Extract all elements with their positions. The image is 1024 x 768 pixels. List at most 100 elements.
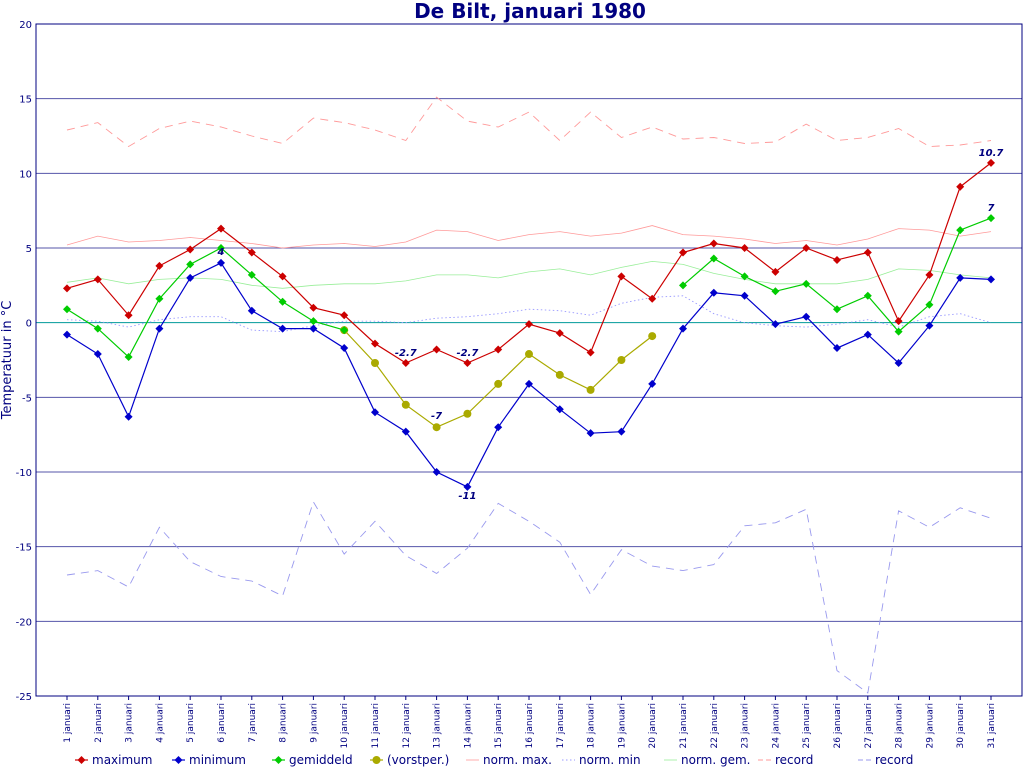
data-point (617, 427, 626, 436)
x-tick-label: 2 januari (94, 703, 104, 743)
data-point (679, 324, 687, 333)
data-point (679, 281, 687, 290)
data-point (925, 270, 934, 279)
data-point (371, 358, 379, 367)
x-tick-label: 29 januari (925, 703, 935, 748)
data-point (494, 379, 503, 388)
series-line (66, 247, 345, 358)
legend-label: norm. gem. (681, 753, 751, 767)
data-point (340, 344, 349, 353)
legend-swatch-marker (77, 756, 86, 764)
data-point (432, 423, 441, 432)
legend-item: gemiddeld (272, 753, 353, 767)
series-line (66, 295, 992, 333)
data-label: -11 (458, 491, 476, 502)
x-tick-label: 15 januari (494, 703, 504, 748)
legend-label: record (875, 753, 913, 767)
data-point (956, 273, 965, 282)
y-tick-label: -15 (16, 543, 32, 554)
series-group (63, 96, 995, 694)
data-point (93, 324, 102, 333)
x-tick-label: 10 januari (340, 703, 350, 748)
data-point (278, 272, 287, 281)
data-point (771, 267, 780, 276)
x-tick-label: 5 januari (186, 703, 196, 743)
legend-item: record (858, 753, 913, 767)
data-point (555, 370, 564, 379)
series-norm-max (66, 225, 992, 249)
data-point (155, 261, 164, 270)
data-point (956, 226, 965, 235)
legend: maximum minimum gemiddeld (vorstper.) norm. … (75, 753, 913, 767)
data-point (740, 291, 749, 300)
series-line (66, 96, 992, 148)
data-point (217, 258, 225, 267)
data-point (555, 329, 564, 338)
data-label: 4 (217, 247, 225, 258)
x-tick-label: 20 januari (648, 703, 658, 748)
y-tick-label: -20 (16, 617, 32, 628)
data-point (586, 429, 595, 438)
data-point (956, 182, 965, 191)
data-point (401, 427, 410, 436)
legend-item: norm. gem. (664, 753, 751, 767)
data-point (525, 320, 533, 329)
data-point (894, 358, 903, 367)
data-point (525, 379, 533, 388)
legend-item: record (758, 753, 813, 767)
x-tick-label: 4 januari (155, 703, 165, 743)
x-tick-label: 23 januari (741, 703, 751, 748)
x-tick-label: 24 januari (771, 703, 781, 748)
x-tick-label: 6 januari (217, 703, 227, 743)
data-point (247, 306, 256, 315)
data-point (802, 244, 811, 252)
data-point (247, 248, 256, 257)
data-labels: -2.7 -2.7 10.7 4 -11 -7 7 (217, 148, 1004, 502)
data-point (217, 244, 225, 252)
data-point (278, 297, 287, 306)
data-point (186, 260, 195, 269)
data-point (833, 255, 841, 264)
data-point (863, 330, 872, 339)
data-point (987, 158, 995, 167)
y-tick-label: 0 (26, 319, 32, 330)
data-label: -7 (431, 411, 442, 422)
data-point (802, 312, 811, 321)
data-point (217, 224, 225, 233)
series-line (66, 500, 992, 694)
data-point (186, 245, 195, 254)
x-tick-label: 25 januari (802, 703, 812, 748)
x-tick-label: 7 januari (248, 703, 258, 743)
data-point (863, 291, 872, 300)
data-point (494, 345, 503, 354)
data-point (617, 356, 626, 364)
data-point (124, 412, 133, 421)
data-point (432, 345, 441, 354)
data-point (648, 332, 657, 341)
data-point (863, 248, 872, 257)
data-label: -2.7 (456, 348, 478, 359)
y-tick-label: 5 (26, 244, 32, 255)
data-point (494, 423, 503, 432)
series-maximum (63, 158, 995, 367)
data-point (679, 248, 687, 257)
y-tick-label: 15 (19, 95, 32, 106)
legend-item: minimum (172, 753, 246, 767)
x-tick-label: 13 januari (433, 703, 443, 748)
x-tick-label: 18 januari (587, 703, 597, 748)
x-tick-label: 26 januari (833, 703, 843, 748)
legend-label: (vorstper.) (387, 753, 449, 767)
data-point (894, 317, 903, 326)
data-point (309, 303, 318, 312)
y-tick-label: -10 (16, 468, 32, 479)
data-point (648, 379, 657, 388)
data-point (63, 305, 71, 314)
data-point (93, 275, 102, 284)
data-point (155, 294, 164, 303)
data-point (709, 288, 718, 297)
legend-label: maximum (92, 753, 152, 767)
data-point (124, 311, 133, 320)
y-axis-label: Temperatuur in °C (0, 301, 15, 421)
series-norm-min (66, 295, 992, 333)
data-point (401, 358, 410, 367)
